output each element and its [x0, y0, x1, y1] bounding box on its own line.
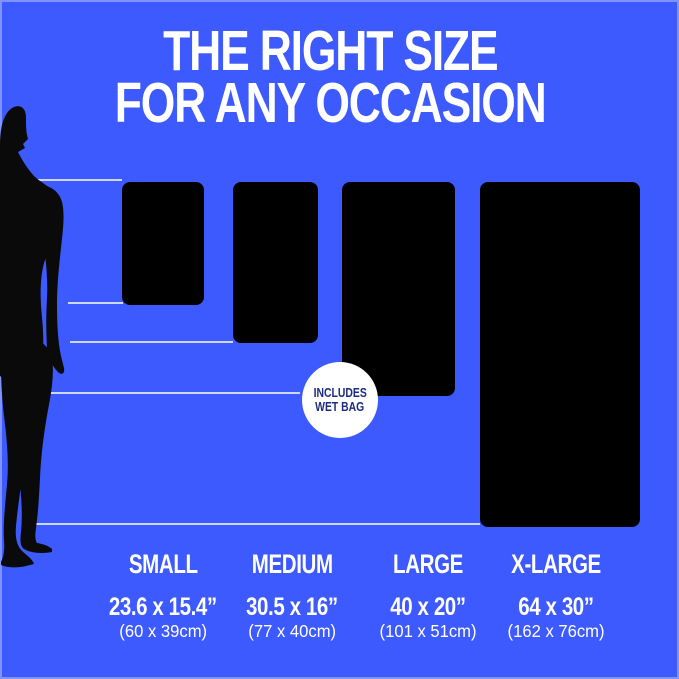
towel-large [342, 182, 455, 396]
guide-line-large-bottom [42, 392, 300, 394]
walking-person-silhouette-icon [0, 106, 65, 568]
page-title: THE RIGHT SIZE FOR ANY OCCASION [0, 19, 670, 135]
size-column-large: LARGE 40 x 20” (101 x 51cm) [353, 550, 503, 641]
wet-bag-badge: INCLUDES WET BAG [302, 362, 378, 438]
size-cm-small: (60 x 39cm) [119, 621, 207, 641]
guide-line-towel-top [30, 179, 122, 181]
size-inches-xlarge: 64 x 30” [518, 593, 594, 621]
badge-line-1: INCLUDES [313, 385, 367, 400]
size-column-medium: MEDIUM 30.5 x 16” (77 x 40cm) [217, 550, 367, 641]
size-name-xlarge: X-LARGE [511, 549, 601, 579]
size-cm-xlarge: (162 x 76cm) [507, 621, 605, 641]
guide-line-small-bottom [68, 302, 123, 304]
towel-small [122, 182, 204, 305]
badge-line-2: WET BAG [315, 399, 365, 414]
size-cm-large: (101 x 51cm) [379, 621, 477, 641]
towel-xlarge [480, 182, 640, 527]
title-line-2: FOR ANY OCCASION [115, 71, 547, 135]
size-inches-large: 40 x 20” [390, 593, 466, 621]
size-name-small: SMALL [128, 549, 198, 579]
guide-line-medium-bottom [70, 341, 233, 343]
size-column-small: SMALL 23.6 x 15.4” (60 x 39cm) [88, 550, 238, 641]
title-line-1: THE RIGHT SIZE [163, 19, 499, 83]
size-name-large: LARGE [393, 549, 463, 579]
towel-medium [233, 182, 318, 343]
size-cm-medium: (77 x 40cm) [248, 621, 336, 641]
size-inches-medium: 30.5 x 16” [246, 593, 338, 621]
size-column-xlarge: X-LARGE 64 x 30” (162 x 76cm) [481, 550, 631, 641]
size-inches-small: 23.6 x 15.4” [109, 593, 217, 621]
size-name-medium: MEDIUM [251, 549, 333, 579]
guide-line-xlarge-bottom [32, 523, 480, 525]
